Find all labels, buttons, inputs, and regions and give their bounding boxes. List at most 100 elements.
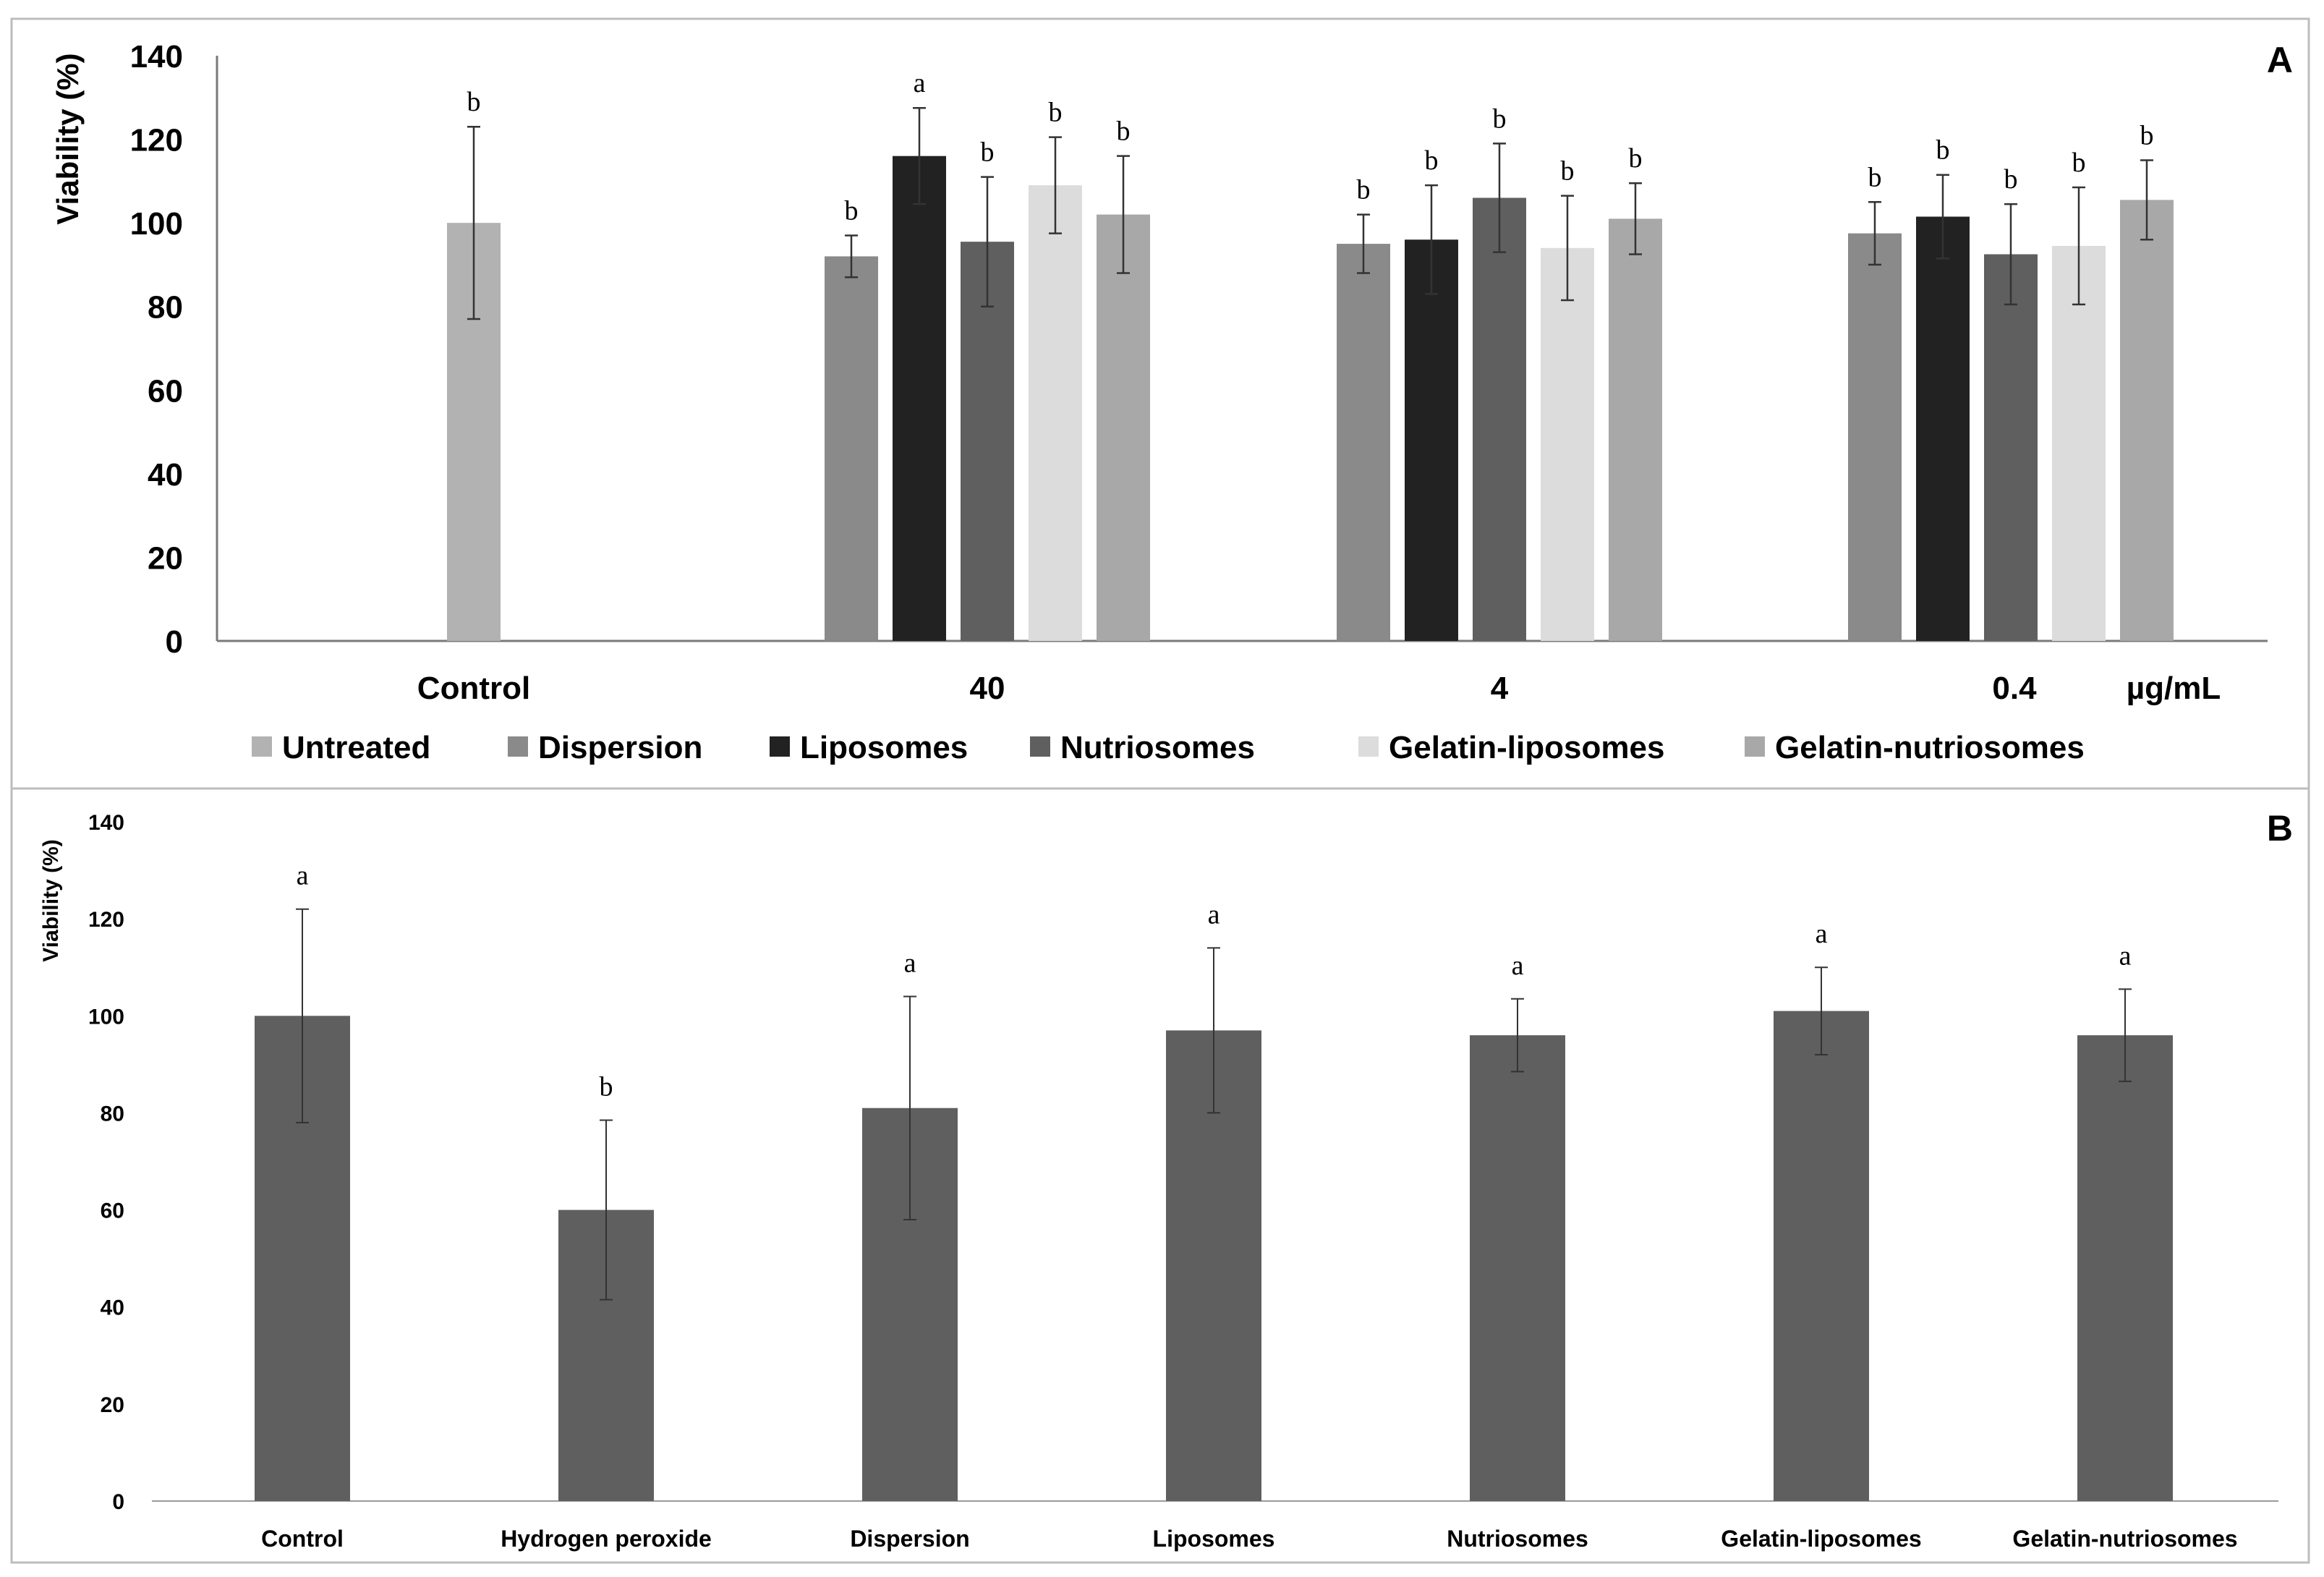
panel-a-40-dispersion-error-bar bbox=[845, 234, 858, 279]
panel-b-frame bbox=[10, 787, 2310, 1564]
panel-a-40-gelatin-liposomes-significance-letter: b bbox=[1049, 98, 1063, 128]
panel-a-y-tick-label: 120 bbox=[130, 123, 183, 158]
panel-a-0-4-nutriosomes-significance-letter: b bbox=[2004, 164, 2018, 195]
panel-b-y-tick-label: 80 bbox=[101, 1102, 124, 1126]
panel-b-hydrogen-peroxide-error-bar bbox=[600, 1119, 613, 1301]
legend-swatch-gelatin-liposomes bbox=[1358, 736, 1379, 757]
panel-a-control-untreated-significance-letter: b bbox=[467, 87, 481, 117]
legend-swatch-untreated bbox=[252, 736, 272, 757]
panel-a-40-dispersion-bar bbox=[825, 256, 878, 641]
panel-a-y-tick-label: 60 bbox=[148, 373, 183, 409]
panel-a-0-4-liposomes-bar bbox=[1916, 216, 1970, 642]
panel-b-liposomes-error-bar bbox=[1207, 947, 1220, 1114]
legend-label-liposomes: Liposomes bbox=[800, 730, 968, 765]
panel-b-bars: a b a a a a a bbox=[255, 861, 2173, 1501]
panel-b-hydrogen-peroxide-category-label: Hydrogen peroxide bbox=[501, 1526, 712, 1552]
panel-a-40-nutriosomes-bar bbox=[961, 242, 1014, 641]
panel-a-4-dispersion-error-bar bbox=[1357, 213, 1370, 274]
panel-b-liposomes-significance-letter: a bbox=[1208, 899, 1220, 930]
panel-a-0-4-nutriosomes-bar bbox=[1984, 254, 2038, 641]
panel-a-y-axis-label: Viability (%) bbox=[51, 53, 85, 224]
legend-swatch-gelatin-nutriosomes bbox=[1745, 736, 1765, 757]
panel-a-y-tick-label: 100 bbox=[130, 206, 183, 242]
panel-b-gelatin-nutriosomes-significance-letter: a bbox=[2119, 940, 2132, 971]
legend-item-untreated: Untreated bbox=[252, 730, 430, 765]
panel-b-dispersion-error-bar bbox=[903, 995, 916, 1220]
panel-b-nutriosomes-significance-letter: a bbox=[1512, 951, 1524, 981]
panel-b-y-tick-label: 100 bbox=[88, 1005, 124, 1029]
panel-a-0-4-gelatin-nutriosomes-significance-letter: b bbox=[2140, 120, 2154, 150]
panel-a-4-gelatin-liposomes-error-bar bbox=[1561, 195, 1574, 302]
panel-a-y-tick-label: 80 bbox=[148, 290, 183, 326]
legend-label-gelatin-liposomes: Gelatin-liposomes bbox=[1389, 730, 1664, 765]
panel-b-y-tick-label: 40 bbox=[101, 1296, 124, 1320]
panel-b-y-tick-label: 20 bbox=[101, 1393, 124, 1417]
legend-swatch-dispersion bbox=[508, 736, 528, 757]
panel-b-y-axis-label: Viability (%) bbox=[39, 839, 63, 961]
legend-item-liposomes: Liposomes bbox=[770, 730, 968, 765]
panel-b-gelatin-nutriosomes-category-label: Gelatin-nutriosomes bbox=[2012, 1526, 2237, 1552]
panel-a-axes: 0 20 40 60 80 100 120 140 Control 40 4 0.4 bbox=[130, 39, 2268, 706]
panel-a-0-4-liposomes-error-bar bbox=[1936, 174, 1949, 260]
legend-item-gelatin-nutriosomes: Gelatin-nutriosomes bbox=[1745, 730, 2085, 765]
panel-b-control-significance-letter: a bbox=[297, 861, 309, 891]
panel-b-y-tick-label: 140 bbox=[88, 811, 124, 835]
panel-a-4-gelatin-liposomes-bar bbox=[1541, 247, 1594, 641]
legend-swatch-liposomes bbox=[770, 736, 790, 757]
panel-b-gelatin-nutriosomes-error-bar bbox=[2119, 988, 2132, 1082]
panel-a-4-nutriosomes-significance-letter: b bbox=[1493, 103, 1507, 134]
panel-b-y-tick-label: 60 bbox=[101, 1199, 124, 1223]
panel-a-40-gelatin-nutriosomes-bar bbox=[1097, 214, 1150, 642]
panel-b-letter: B bbox=[2267, 808, 2293, 849]
panel-b-y-tick-label: 0 bbox=[112, 1490, 124, 1514]
panel-a-4-gelatin-nutriosomes-bar bbox=[1609, 218, 1662, 642]
panel-a-category-label-control: Control bbox=[417, 671, 530, 706]
panel-b-gelatin-liposomes-error-bar bbox=[1815, 966, 1828, 1055]
legend-label-untreated: Untreated bbox=[282, 730, 430, 765]
panel-a-40-liposomes-bar bbox=[893, 156, 946, 641]
panel-a-category-label-4: 4 bbox=[1491, 671, 1509, 706]
panel-a-0-4-gelatin-liposomes-error-bar bbox=[2072, 186, 2085, 306]
legend-label-nutriosomes: Nutriosomes bbox=[1060, 730, 1255, 765]
panel-a-0-4-nutriosomes-error-bar bbox=[2004, 203, 2017, 306]
panel-b-gelatin-nutriosomes-bar bbox=[2077, 1035, 2173, 1501]
legend-item-gelatin-liposomes: Gelatin-liposomes bbox=[1358, 730, 1664, 765]
panel-a-4-gelatin-liposomes-significance-letter: b bbox=[1561, 156, 1575, 187]
panel-a-4-gelatin-nutriosomes-significance-letter: b bbox=[1629, 143, 1643, 174]
legend-label-dispersion: Dispersion bbox=[538, 730, 702, 765]
panel-a-y-tick-label: 40 bbox=[148, 457, 183, 493]
panel-a-4-liposomes-bar bbox=[1405, 239, 1458, 641]
panel-b-control-category-label: Control bbox=[261, 1526, 344, 1552]
panel-a-4-dispersion-bar bbox=[1337, 244, 1390, 641]
panel-b-liposomes-category-label: Liposomes bbox=[1153, 1526, 1275, 1552]
panel-a-4-nutriosomes-bar bbox=[1473, 197, 1526, 641]
panel-b-nutriosomes-error-bar bbox=[1511, 998, 1524, 1073]
panel-a-letter: A bbox=[2267, 40, 2293, 80]
panel-b-nutriosomes-bar bbox=[1470, 1035, 1565, 1501]
panel-b-nutriosomes-category-label: Nutriosomes bbox=[1447, 1526, 1588, 1552]
panel-a-40-liposomes-significance-letter: a bbox=[914, 68, 926, 98]
panel-a-40-nutriosomes-significance-letter: b bbox=[981, 137, 995, 168]
legend-label-gelatin-nutriosomes: Gelatin-nutriosomes bbox=[1775, 730, 2085, 765]
panel-a-0-4-gelatin-nutriosomes-error-bar bbox=[2140, 159, 2153, 241]
panel-a-0-4-gelatin-nutriosomes-bar bbox=[2120, 200, 2174, 641]
panel-a-category-label-0-4: 0.4 bbox=[1992, 671, 2037, 706]
panel-b-y-tick-label: 120 bbox=[88, 908, 124, 932]
panel-a-category-label-40: 40 bbox=[970, 671, 1005, 706]
panel-b-axes: 0 20 40 60 80 100 120 140 Control Hydrogen peroxi… bbox=[88, 811, 2278, 1552]
panel-a-4-liposomes-error-bar bbox=[1425, 184, 1438, 295]
panel-a-0-4-liposomes-significance-letter: b bbox=[1936, 135, 1950, 166]
panel-a-40-gelatin-nutriosomes-significance-letter: b bbox=[1117, 116, 1131, 147]
panel-a-y-tick-label: 0 bbox=[166, 624, 183, 660]
panel-a-40-liposomes-error-bar bbox=[913, 106, 926, 205]
panel-a-y-tick-label: 20 bbox=[148, 540, 183, 576]
panel-a-legend: Untreated Dispersion Liposomes Nutriosomes G… bbox=[252, 730, 2085, 765]
legend-item-nutriosomes: Nutriosomes bbox=[1030, 730, 1255, 765]
panel-a-40-gelatin-liposomes-error-bar bbox=[1049, 136, 1062, 234]
panel-b-gelatin-liposomes-category-label: Gelatin-liposomes bbox=[1721, 1526, 1921, 1552]
panel-a-4-liposomes-significance-letter: b bbox=[1425, 145, 1439, 176]
panel-a-control-untreated-error-bar bbox=[467, 125, 480, 320]
panel-a-bars: b b a b b b b b b b b b b b b b bbox=[447, 68, 2174, 642]
panel-a-40-gelatin-nutriosomes-error-bar bbox=[1117, 155, 1130, 274]
panel-a-0-4-dispersion-significance-letter: b bbox=[1868, 162, 1882, 192]
